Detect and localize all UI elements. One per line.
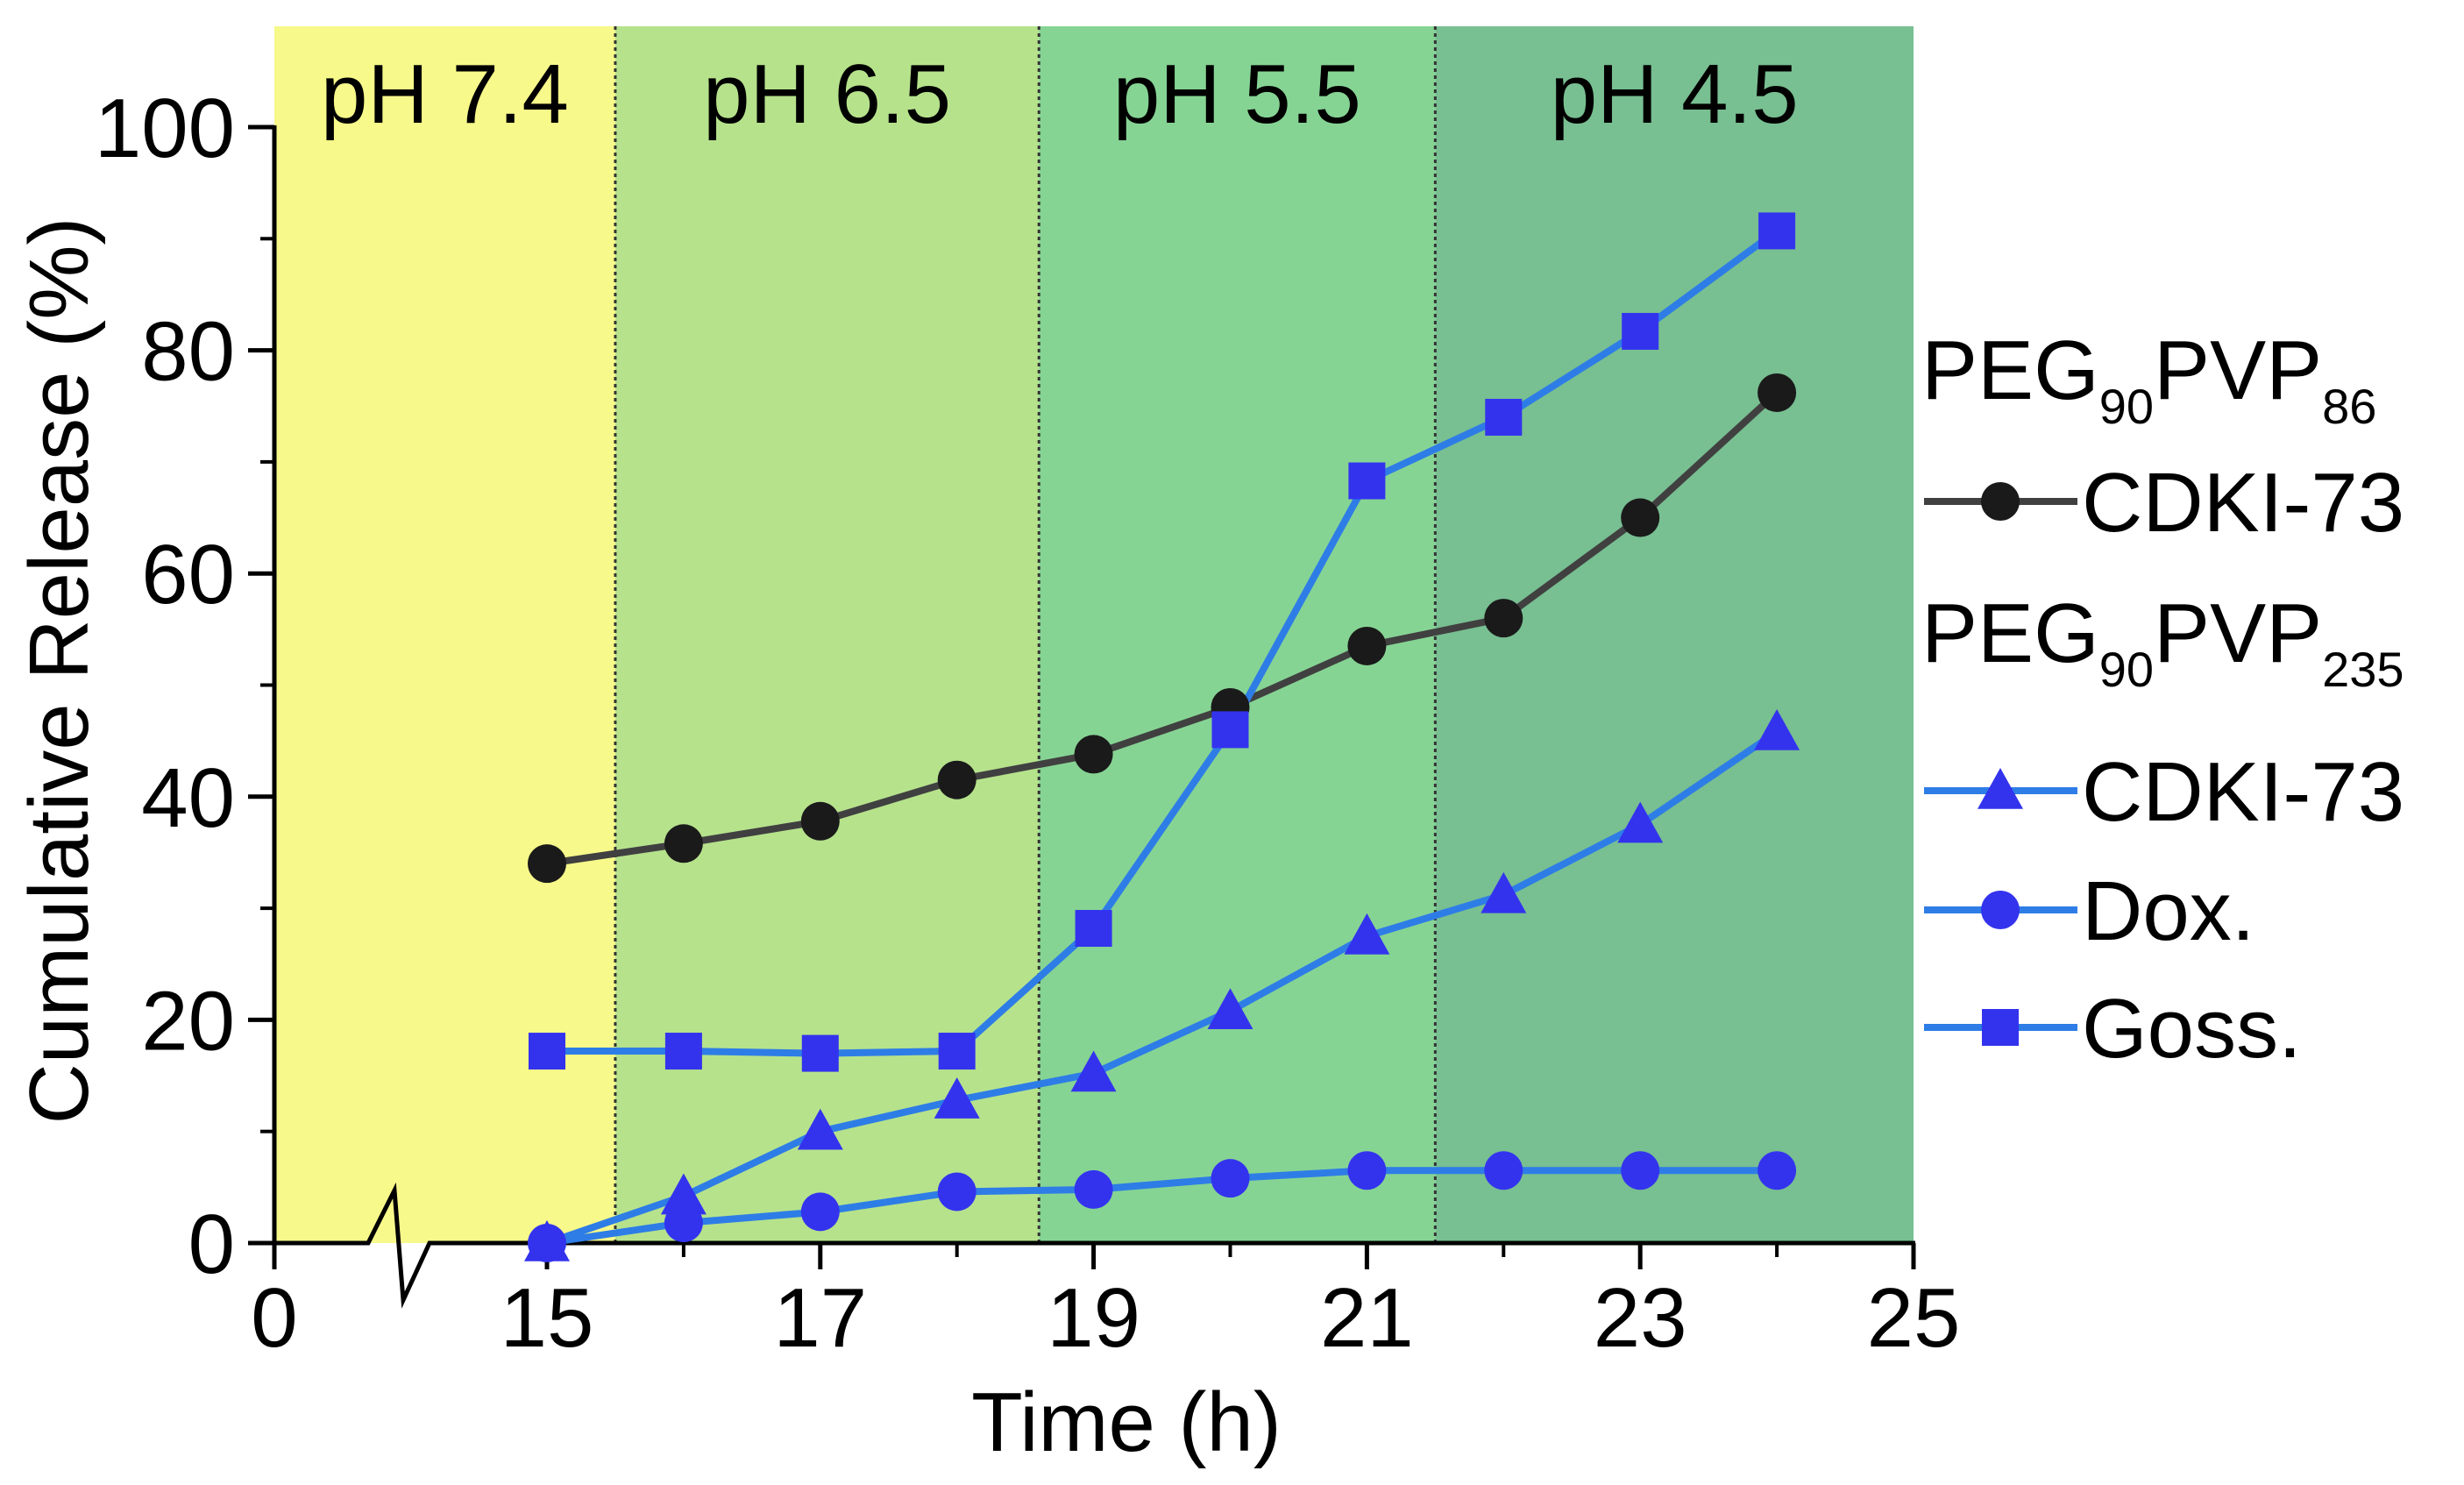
series-peg90pvp235-goss-point — [1758, 212, 1796, 250]
region-label-ph-7-4: pH 7.4 — [321, 47, 569, 141]
series-peg90pvp86-cdki-73-point — [664, 824, 703, 863]
series-peg90pvp235-goss-point — [1075, 910, 1112, 948]
ph-region-labels: pH 7.4 pH 6.5 pH 5.5 pH 4.5 — [321, 47, 1799, 141]
legend-peg90pvp235-cdki-73-marker — [1978, 768, 2023, 809]
series-peg90pvp86-cdki-73-point — [937, 760, 976, 799]
legend-group-title: PEG90PVP235 — [1921, 586, 2404, 697]
region-label-ph-6-5: pH 6.5 — [703, 47, 951, 141]
x-tick-label: 17 — [773, 1271, 867, 1365]
series-peg90pvp235-goss-line — [547, 228, 1779, 1057]
region-label-ph-5-5: pH 5.5 — [1113, 47, 1361, 141]
series-peg90pvp235-dox-point — [1757, 1151, 1797, 1190]
x-tick-label: 25 — [1867, 1271, 1961, 1365]
y-tick-label: 80 — [141, 305, 235, 399]
x-tick-label: 21 — [1320, 1271, 1414, 1365]
series-peg90pvp235-goss-point — [529, 1033, 565, 1070]
series-peg90pvp235-cdki-73-point — [1207, 988, 1253, 1030]
series-markers — [524, 212, 1800, 1262]
legend-peg90pvp235-dox-marker — [1981, 891, 2020, 929]
series-peg90pvp235-dox-point — [1074, 1169, 1113, 1209]
series-peg90pvp235-goss-point — [1348, 462, 1386, 500]
series-peg90pvp235-cdki-73-point — [797, 1108, 843, 1150]
series-peg90pvp235-cdki-73-point — [1344, 913, 1390, 955]
series-peg90pvp235-dox-point — [528, 1224, 566, 1262]
series-peg90pvp86-cdki-73-point — [1757, 373, 1797, 412]
y-axis-label: Cumulative Release (%) — [12, 217, 106, 1124]
series-peg90pvp86-cdki-73-point — [1347, 626, 1387, 665]
series-peg90pvp235-goss-point — [801, 1034, 839, 1072]
y-tick-label: 20 — [141, 974, 235, 1068]
y-tick-label: 0 — [188, 1197, 235, 1291]
series-peg90pvp235-dox-point — [1621, 1151, 1660, 1190]
x-tick-label: 15 — [501, 1271, 594, 1365]
series-lines — [545, 228, 1779, 1247]
series-peg90pvp235-cdki-73-point — [1754, 708, 1800, 750]
series-peg90pvp235-cdki-73-line — [545, 728, 1779, 1247]
series-peg90pvp86-cdki-73-point — [528, 844, 566, 884]
legend-peg90pvp235-goss-label: Goss. — [2082, 982, 2302, 1076]
x-axis-line — [274, 1182, 1915, 1309]
series-peg90pvp235-dox-point — [937, 1172, 976, 1211]
series-peg90pvp235-cdki-73-point — [1481, 871, 1527, 913]
series-peg90pvp235-cdki-73-point — [660, 1173, 707, 1215]
legend-peg90pvp235-cdki-73-label: CDKI-73 — [2082, 745, 2404, 839]
series-peg90pvp86-cdki-73-line — [546, 390, 1779, 868]
y-tick-label: 100 — [95, 82, 235, 175]
series-peg90pvp235-goss-point — [1211, 711, 1249, 749]
region-ph-4-5 — [1435, 26, 1914, 1243]
series-peg90pvp235-goss-point — [664, 1033, 702, 1070]
series-peg90pvp86-cdki-73-point — [1621, 498, 1660, 537]
legend-peg90pvp86-cdki-73-label: CDKI-73 — [2082, 456, 2404, 550]
axes: 0 20 40 60 80 100 0 15 17 19 21 23 25 — [95, 82, 1961, 1365]
series-peg90pvp235-cdki-73-point — [934, 1077, 980, 1119]
series-peg90pvp235-dox-point — [1484, 1151, 1523, 1190]
y-tick-label: 60 — [141, 528, 235, 622]
series-peg90pvp235-cdki-73-point — [1070, 1050, 1117, 1092]
series-peg90pvp235-goss-point — [938, 1033, 976, 1070]
series-peg90pvp235-dox-point — [800, 1192, 840, 1232]
series-peg90pvp235-cdki-73-point — [1617, 801, 1664, 843]
series-peg90pvp235-dox-point — [1211, 1159, 1250, 1198]
series-peg90pvp235-goss-point — [1485, 398, 1523, 436]
series-peg90pvp86-cdki-73-point — [800, 801, 840, 841]
legend: PEG90PVP86 CDKI-73 PEG90PVP235 CDKI-73 Dox. G… — [1921, 323, 2404, 1076]
series-peg90pvp86-cdki-73-point — [1074, 735, 1113, 774]
x-axis-label: Time (h) — [971, 1375, 1282, 1469]
series-peg90pvp86-cdki-73-point — [1484, 599, 1523, 638]
x-tick-label: 23 — [1594, 1271, 1687, 1365]
x-tick-label: 19 — [1047, 1271, 1140, 1365]
legend-peg90pvp86-cdki-73-marker — [1981, 482, 2020, 521]
x-tick-label: 0 — [251, 1271, 297, 1365]
region-label-ph-4-5: pH 4.5 — [1551, 47, 1799, 141]
series-peg90pvp235-dox-point — [664, 1204, 703, 1243]
legend-peg90pvp235-dox-label: Dox. — [2082, 864, 2255, 958]
series-peg90pvp235-dox-point — [1347, 1151, 1387, 1190]
legend-peg90pvp235-goss-marker — [1982, 1009, 2019, 1046]
series-peg90pvp235-goss-point — [1622, 312, 1659, 350]
y-tick-label: 40 — [141, 751, 235, 845]
legend-group-title: PEG90PVP86 — [1921, 323, 2376, 434]
series-peg90pvp235-dox-line — [546, 1167, 1778, 1247]
